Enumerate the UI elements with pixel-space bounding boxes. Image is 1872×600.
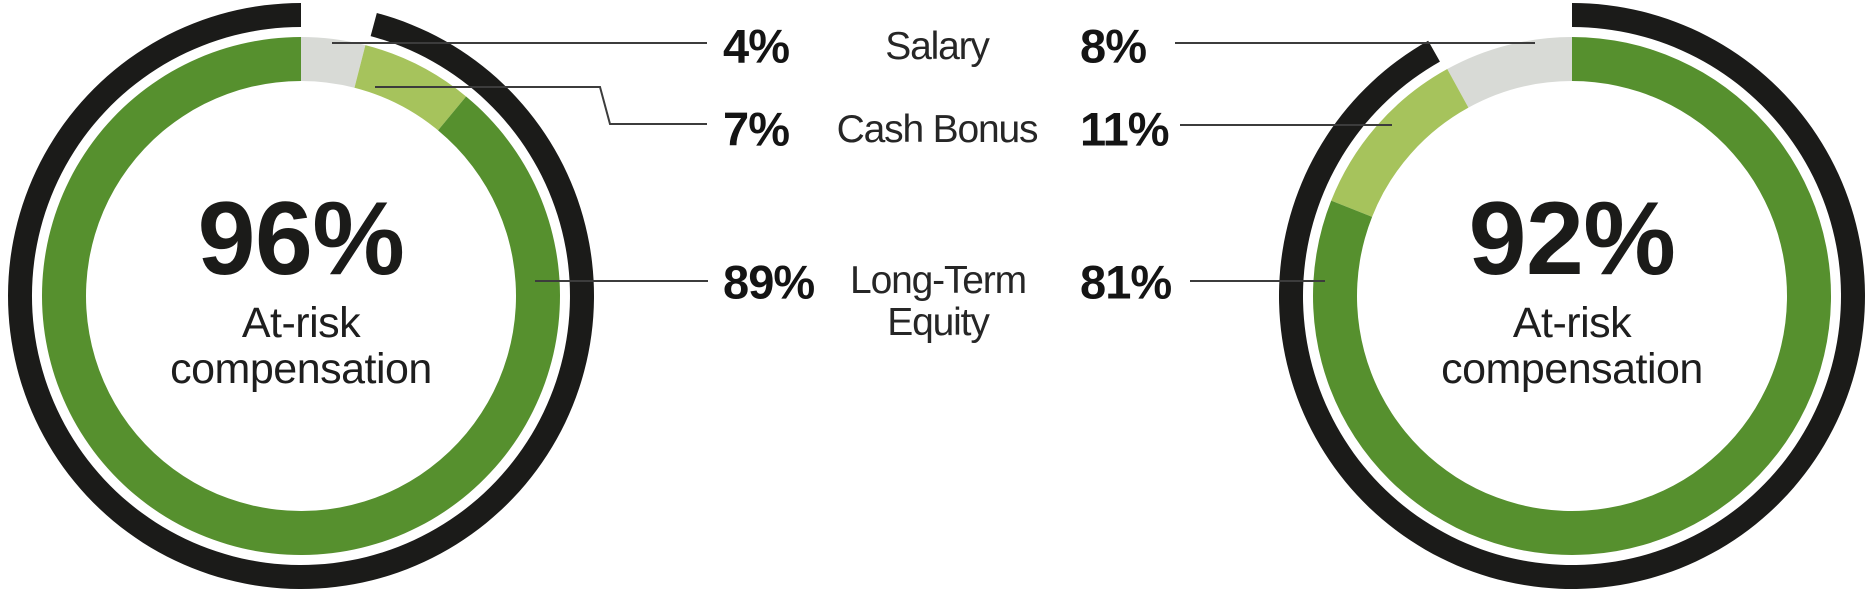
segment-salary-right [1447,37,1572,108]
at-risk-outer-arc-right [1278,3,1865,589]
salary-right-value: 8% [1080,19,1147,73]
cash-bonus-left-value: 7% [723,102,790,156]
long-term-equity-left-value: 89% [723,255,815,309]
leader-line-cash-bonus-left [375,86,707,125]
segment-salary-left [301,37,366,88]
cash-bonus-label: Cash Bonus [836,108,1039,151]
salary-left-value: 4% [723,19,790,73]
segment-long-term-equity-left [41,37,560,555]
cash-bonus-right-value: 11% [1080,102,1170,156]
at-risk-outer-arc-left [8,3,595,590]
long-term-equity-label: Long-Term Equity [850,259,1027,344]
long-term-equity-right-value: 81% [1080,255,1172,309]
salary-label: Salary [885,25,990,68]
segment-cash-bonus-right [1331,69,1469,217]
